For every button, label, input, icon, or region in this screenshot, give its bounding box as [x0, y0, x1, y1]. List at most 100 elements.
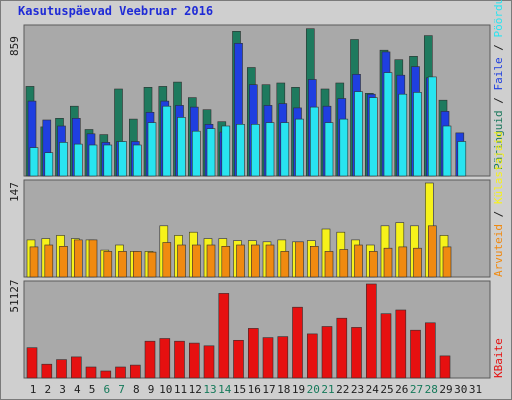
bar-kbytes-day-7	[115, 366, 126, 379]
bar-pages-day-20	[309, 106, 319, 177]
bar-sites-day-6	[103, 251, 113, 278]
day-label-12: 12	[189, 383, 202, 396]
day-label-21: 21	[321, 383, 334, 396]
bar-kbytes-day-8	[130, 364, 141, 379]
bar-kbytes-day-21	[321, 326, 333, 379]
bar-kbytes-day-23	[351, 327, 362, 379]
bar-sites-day-9	[147, 251, 157, 278]
bottom-ymax-label: 51127	[8, 279, 21, 312]
top-legend: Päringuid / Faile / Pöördumisi	[492, 0, 505, 170]
bar-pages-day-19	[295, 118, 304, 177]
bar-sites-day-19	[295, 241, 304, 278]
bar-pages-day-7	[118, 141, 127, 177]
bar-kbytes-day-6	[100, 370, 112, 379]
bar-kbytes-day-25	[380, 313, 392, 379]
bar-sites-day-2	[44, 244, 54, 278]
bar-sites-day-24	[368, 251, 378, 278]
bar-pages-day-11	[177, 117, 186, 177]
bar-kbytes-day-5	[85, 366, 97, 379]
bar-kbytes-day-11	[174, 340, 185, 379]
legend-slash-2: /	[492, 38, 505, 58]
bar-kbytes-day-29	[439, 355, 451, 379]
bar-sites-day-15	[236, 244, 245, 278]
day-label-18: 18	[277, 383, 290, 396]
legend-visits: Päringuid	[492, 110, 505, 170]
day-label-31: 31	[469, 383, 482, 396]
middle-bars	[26, 182, 452, 278]
bar-pages-day-6	[103, 144, 113, 177]
day-label-7: 7	[118, 383, 125, 396]
bar-sites-day-27	[413, 247, 422, 278]
bar-sites-day-28	[427, 225, 437, 278]
bar-sites-day-18	[280, 251, 290, 278]
bar-kbytes-day-4	[71, 356, 82, 379]
day-label-17: 17	[262, 383, 275, 396]
day-label-6: 6	[103, 383, 110, 396]
bar-kbytes-day-24	[365, 283, 377, 379]
top-bars	[25, 28, 467, 177]
top-ymax-label: 859	[8, 36, 21, 56]
bar-kbytes-day-1	[26, 347, 38, 379]
legend-sites: Arvuteid	[492, 224, 505, 277]
day-label-8: 8	[133, 383, 140, 396]
bar-kbytes-day-14	[218, 293, 230, 379]
bar-sites-day-11	[177, 244, 186, 278]
bar-sites-day-17	[265, 244, 275, 278]
bar-pages-day-12	[192, 130, 201, 177]
bar-kbytes-day-10	[159, 338, 171, 379]
bar-kbytes-day-26	[395, 309, 407, 379]
bar-pages-day-2	[44, 152, 54, 177]
bar-sites-day-10	[162, 242, 172, 278]
bar-pages-day-18	[280, 122, 290, 177]
day-label-1: 1	[30, 383, 37, 396]
bar-sites-day-5	[88, 239, 98, 278]
bar-kbytes-day-16	[248, 328, 259, 379]
bar-pages-day-27	[413, 92, 422, 177]
bar-sites-day-4	[74, 239, 83, 278]
day-label-9: 9	[148, 383, 155, 396]
day-label-25: 25	[380, 383, 393, 396]
bar-sites-day-8	[133, 251, 142, 278]
bar-pages-day-13	[206, 128, 216, 177]
bar-kbytes-day-12	[189, 342, 200, 379]
day-label-15: 15	[233, 383, 246, 396]
day-label-5: 5	[89, 383, 96, 396]
bar-sites-day-13	[206, 244, 216, 278]
bar-pages-day-17	[265, 122, 275, 177]
day-label-13: 13	[203, 383, 216, 396]
bar-pages-day-29	[442, 125, 452, 177]
bar-sites-day-21	[324, 251, 334, 278]
bar-sites-day-25	[383, 247, 393, 278]
day-labels: 1 2 3 4 5 6 7 8 9 10 11 12 13 14 15 16 17 18 19 20 21 22 23 24 2…	[30, 383, 482, 396]
bar-pages-day-26	[398, 93, 408, 177]
bottom-legend: KBaite	[492, 338, 505, 378]
day-label-22: 22	[336, 383, 349, 396]
bar-pages-day-10	[162, 105, 172, 177]
bar-pages-day-5	[88, 144, 98, 177]
bar-pages-day-25	[383, 72, 393, 177]
bar-kbytes-day-2	[41, 363, 53, 379]
bar-pages-day-22	[339, 118, 349, 177]
bar-kbytes-day-19	[292, 306, 303, 379]
bar-sites-day-29	[442, 246, 452, 278]
bar-kbytes-day-22	[336, 317, 348, 379]
bar-sites-day-3	[59, 246, 68, 278]
bar-pages-day-1	[29, 147, 39, 177]
legend-slash-1: /	[492, 91, 505, 111]
chart-title: Kasutuspäevad Veebruar 2016	[18, 4, 214, 18]
bar-sites-day-1	[29, 246, 39, 278]
bar-kbytes-day-20	[306, 333, 318, 379]
day-label-28: 28	[425, 383, 438, 396]
bar-pages-day-16	[251, 124, 260, 177]
day-label-3: 3	[59, 383, 66, 396]
bar-pages-day-23	[354, 91, 363, 177]
legend-kbytes: KBaite	[492, 338, 505, 378]
bar-pages-day-8	[133, 144, 142, 177]
bar-kbytes-day-17	[262, 337, 274, 379]
bar-kbytes-day-18	[277, 336, 289, 379]
day-label-20: 20	[307, 383, 320, 396]
day-label-24: 24	[366, 383, 380, 396]
bar-pages-day-9	[147, 122, 157, 177]
bar-pages-day-15	[236, 124, 245, 177]
